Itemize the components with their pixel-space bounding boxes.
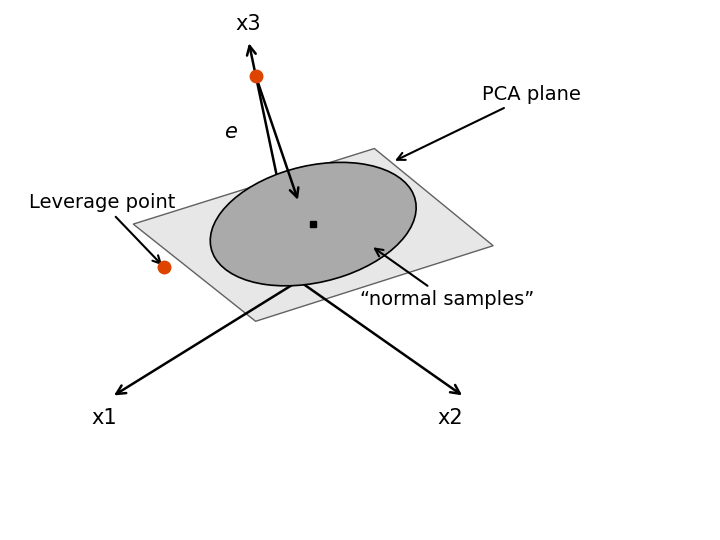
Polygon shape xyxy=(133,148,493,321)
Text: Leverage point: Leverage point xyxy=(29,193,175,264)
Text: PCA plane: PCA plane xyxy=(397,85,581,160)
Text: e: e xyxy=(224,122,237,143)
Text: x2: x2 xyxy=(437,408,463,429)
Text: “normal samples”: “normal samples” xyxy=(360,248,534,309)
Text: x1: x1 xyxy=(91,408,117,429)
Text: x3: x3 xyxy=(235,14,261,35)
Ellipse shape xyxy=(210,163,416,286)
